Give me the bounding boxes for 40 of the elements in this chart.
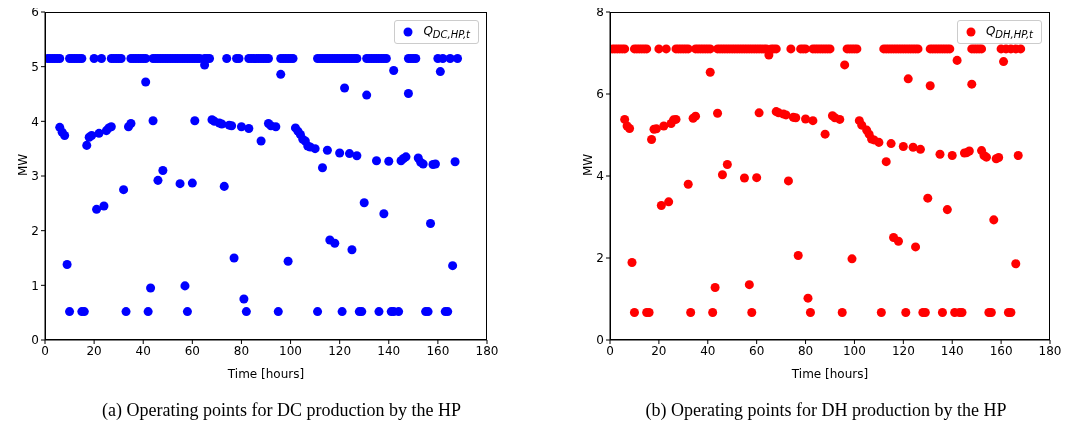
x-tick-label: 140 <box>377 343 401 358</box>
y-tick-label: 8 <box>596 5 604 20</box>
x-tick-label: 60 <box>184 343 200 358</box>
text: (a) Operating points for DC production by the HP <box>101 400 462 421</box>
x-axis-title: Time [hours] <box>790 367 869 381</box>
x-tick-label: 60 <box>749 343 765 358</box>
y-tick-label: 6 <box>596 87 604 102</box>
x-tick-label: 120 <box>891 343 915 358</box>
y-axis-title: MW <box>16 153 31 176</box>
x-tick-label: 20 <box>651 343 667 358</box>
x-tick-label: 100 <box>842 343 866 358</box>
y-tick-label: 5 <box>31 59 39 74</box>
x-tick-label: 80 <box>797 343 814 358</box>
x-tick-label: 180 <box>1038 343 1062 358</box>
legend-label: Q$_{DC,HP,t}$ <box>423 24 470 41</box>
x-tick-label: 20 <box>86 343 102 358</box>
y-tick-label: 4 <box>31 114 39 129</box>
y-tick-label: 3 <box>31 169 39 184</box>
x-tick-label: 120 <box>328 343 352 358</box>
x-tick-label: 40 <box>135 343 151 358</box>
y-tick-label: 0 <box>596 333 604 348</box>
y-tick-label: 0 <box>31 333 39 348</box>
x-tick-label: 160 <box>989 343 1013 358</box>
y-tick-label: 1 <box>31 278 39 293</box>
x-tick-label: 160 <box>426 343 450 358</box>
x-tick-label: 100 <box>279 343 303 358</box>
legend-label: Q$_{DH,HP,t}$ <box>985 24 1033 41</box>
y-tick-label: 2 <box>596 251 604 266</box>
x-tick-label: 180 <box>475 343 499 358</box>
y-axis-title: MW <box>581 153 596 176</box>
text: (b) Operating points for DH production by the HP <box>644 400 1008 421</box>
x-tick-label: 140 <box>940 343 964 358</box>
x-axis-title: Time [hours] <box>226 367 305 381</box>
y-tick-label: 6 <box>31 5 39 20</box>
x-tick-label: 0 <box>41 343 49 358</box>
x-tick-label: 80 <box>233 343 250 358</box>
x-tick-label: 40 <box>700 343 716 358</box>
y-tick-label: 2 <box>31 223 39 238</box>
x-tick-label: 0 <box>606 343 614 358</box>
y-tick-label: 4 <box>596 169 604 184</box>
